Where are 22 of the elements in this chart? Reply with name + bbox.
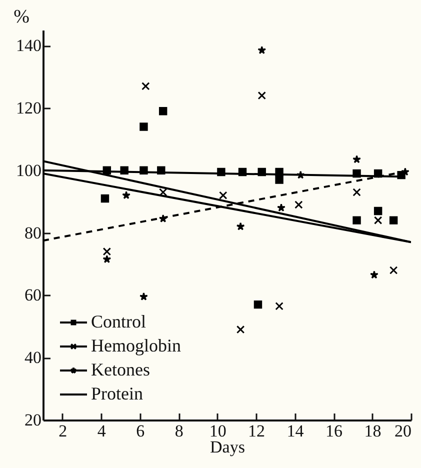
x-tick-label: 18	[364, 422, 382, 440]
x-tick-label: 14	[286, 422, 304, 440]
x-tick-label: 20	[394, 422, 412, 440]
legend-label: Ketones	[91, 360, 150, 380]
x-tick-label: 10	[209, 422, 226, 440]
y-tick-label: 60	[24, 286, 42, 305]
x-tick-label: 16	[326, 422, 343, 440]
x-axis-title: Days	[210, 438, 245, 456]
x-tick-label: 4	[97, 422, 106, 440]
x-tick-label: 6	[136, 422, 145, 440]
legend-label: Control	[91, 312, 146, 332]
x-tick-label: 2	[58, 422, 68, 440]
x-tick-label: 12	[248, 422, 266, 440]
y-axis-title: %	[14, 6, 30, 28]
legend-label: Hemoglobin	[91, 336, 181, 356]
y-tick-label: 100	[16, 160, 42, 180]
x-tick-label: 8	[174, 422, 184, 440]
y-tick-label: 40	[24, 348, 42, 368]
y-tick-label: 120	[16, 98, 42, 118]
y-tick-label: 80	[24, 223, 42, 242]
y-tick-label: 140	[16, 36, 42, 56]
legend-label: Protein	[91, 384, 143, 404]
